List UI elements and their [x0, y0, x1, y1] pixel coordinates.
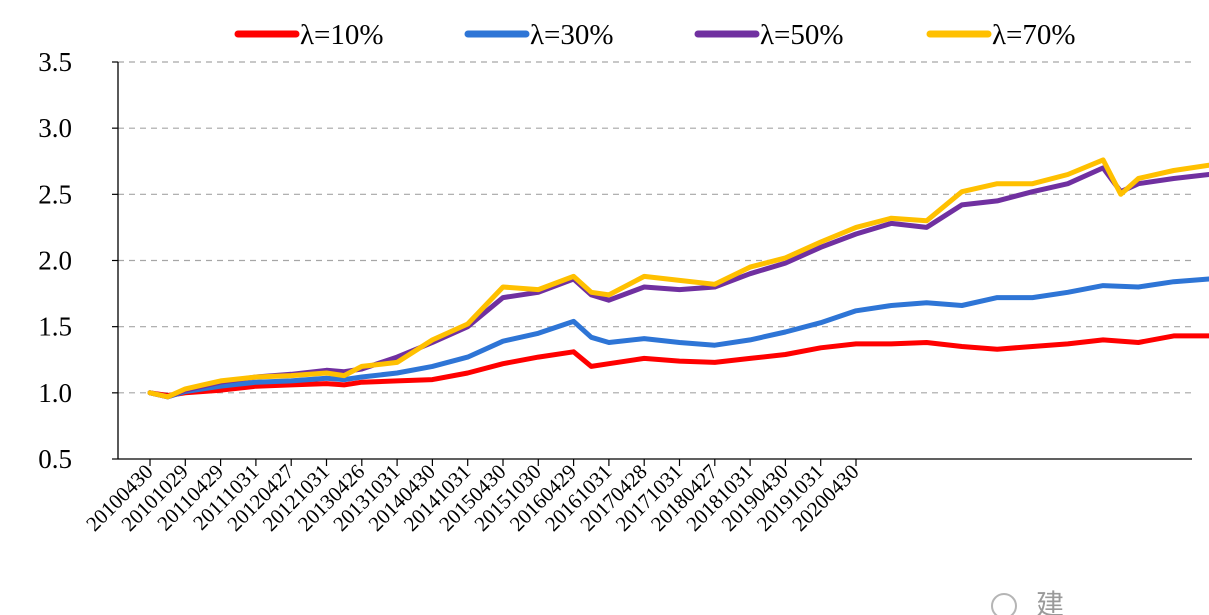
series-line-0	[147, 333, 1209, 398]
y-tick-label-3: 2.0	[38, 246, 72, 276]
watermark: 建	[991, 588, 1064, 615]
series-line-1	[147, 276, 1209, 400]
series-line-3	[147, 157, 1209, 400]
y-tick-label-0: 0.5	[38, 444, 72, 474]
watermark-text: 建	[1036, 588, 1064, 615]
x-tick-labels: 2010043020101029201104292011103120120427…	[81, 459, 864, 536]
y-tick-label-6: 3.5	[38, 47, 72, 77]
series-lines	[147, 157, 1209, 400]
gridlines	[118, 61, 1192, 394]
legend-label-3: λ=70%	[992, 19, 1076, 51]
y-tick-label-1: 1.0	[38, 378, 72, 408]
axes	[117, 62, 1192, 460]
legend-label-1: λ=30%	[530, 19, 614, 51]
series-line-2	[147, 165, 1209, 400]
legend-label-0: λ=10%	[300, 19, 384, 51]
y-tick-labels: 0.5 1.0 1.5 2.0 2.5 3.0 3.5	[38, 47, 118, 474]
y-tick-label-2: 1.5	[38, 312, 72, 342]
wechat-icon	[991, 593, 1017, 615]
y-tick-label-5: 3.0	[38, 113, 72, 143]
y-tick-label-4: 2.5	[38, 179, 72, 209]
legend: λ=10% λ=30% λ=50% λ=70%	[234, 19, 1076, 51]
legend-label-2: λ=50%	[760, 19, 844, 51]
